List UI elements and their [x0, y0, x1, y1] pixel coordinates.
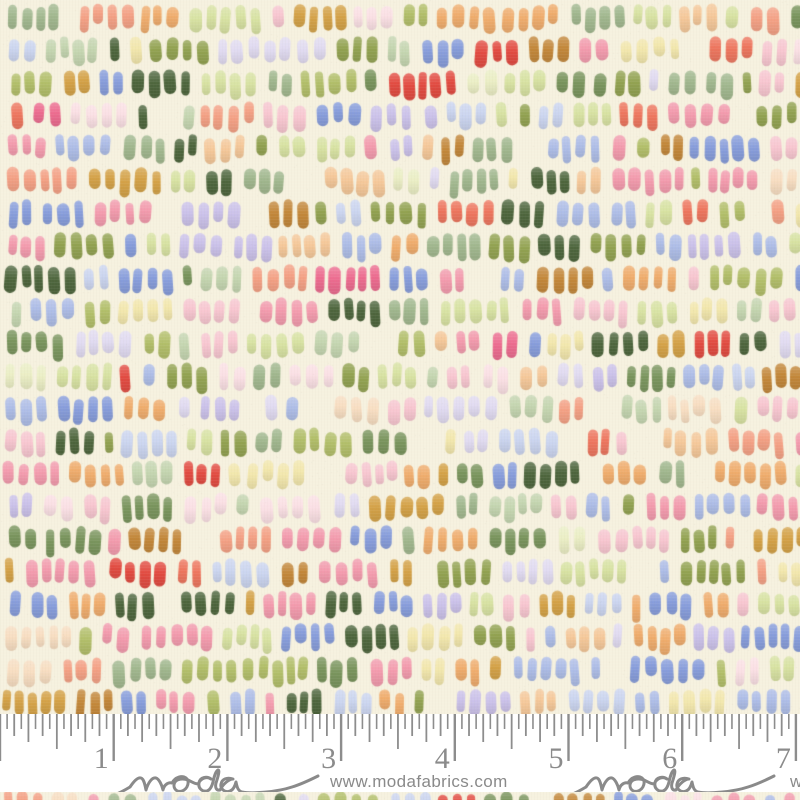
fabric-pattern — [0, 0, 800, 716]
ruler-inch-number: 5 — [549, 742, 564, 775]
ruler-inch-number: 7 — [776, 742, 791, 775]
ruler-inch-number: 3 — [321, 742, 336, 775]
fabric-pattern-next-repeat — [0, 792, 800, 800]
ruler-inch-number: 2 — [207, 742, 222, 775]
moda-logo — [112, 768, 320, 797]
moda-website-url: www.modafabrics.com — [330, 772, 508, 791]
ruler-ticks: 1 2 3 4 5 6 7 — [0, 714, 798, 775]
ruler-inch-number: 4 — [435, 742, 450, 775]
ruler-inch-number: 6 — [662, 742, 677, 775]
moda-website-url: www.modafabrics.com — [790, 772, 800, 791]
ruler-inch-number: 1 — [94, 742, 109, 775]
ruler: 1 2 3 4 5 6 7 — [0, 714, 800, 800]
moda-logo — [568, 768, 776, 797]
